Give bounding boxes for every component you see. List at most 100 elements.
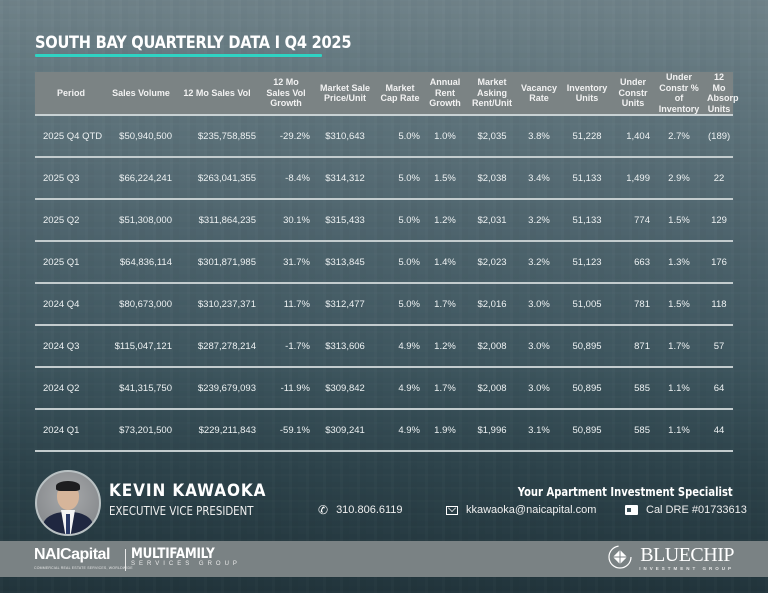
table-cell: 585 <box>613 367 653 410</box>
multifamily-logo: MULTIFAMILY SERVICES GROUP <box>131 546 241 567</box>
table-cell: 1.7% <box>423 283 467 326</box>
table-cell: 1.1% <box>653 409 705 452</box>
table-cell: 2024 Q2 <box>35 367 107 410</box>
table-cell: -59.1% <box>259 409 313 452</box>
table-cell: $287,278,214 <box>175 325 259 368</box>
table-cell: 1.9% <box>423 409 467 452</box>
bluechip-logo: BLUECHIP INVESTMENT GROUP <box>639 544 734 571</box>
table-cell: 2.7% <box>653 115 705 158</box>
column-header: Market Sale Price/Unit <box>313 72 377 116</box>
table-cell: 4.9% <box>377 325 423 368</box>
table-cell: 1.3% <box>653 241 705 284</box>
table-cell: 3.4% <box>517 157 561 200</box>
table-cell: 11.7% <box>259 283 313 326</box>
table-cell: $312,477 <box>313 283 377 326</box>
column-header: Period <box>35 72 107 116</box>
column-header: Inventory Units <box>561 72 613 116</box>
table-cell: 2024 Q1 <box>35 409 107 452</box>
table-cell: $301,871,985 <box>175 241 259 284</box>
table-cell: 1.5% <box>653 283 705 326</box>
table-row: 2024 Q3 $115,047,121 $287,278,214 -1.7% $313… <box>35 325 733 368</box>
table-cell: -11.9% <box>259 367 313 410</box>
table-cell: $239,679,093 <box>175 367 259 410</box>
table-cell: 871 <box>613 325 653 368</box>
table-cell: $115,047,121 <box>107 325 175 368</box>
phone-contact[interactable]: ✆ 310.806.6119 <box>318 504 403 516</box>
table-cell: $66,224,241 <box>107 157 175 200</box>
table-cell: $310,237,371 <box>175 283 259 326</box>
phone-icon: ✆ <box>318 503 329 517</box>
quarterly-data-table: Period Sales Volume 12 Mo Sales Vol 12 Mo S… <box>35 72 739 452</box>
table-row: 2024 Q2 $41,315,750 $239,679,093 -11.9% $309… <box>35 367 733 410</box>
table-row: 2024 Q1 $73,201,500 $229,211,843 -59.1% $309… <box>35 409 733 452</box>
table-cell: 3.0% <box>517 325 561 368</box>
table-cell: 5.0% <box>377 283 423 326</box>
table-cell: 31.7% <box>259 241 313 284</box>
table-cell: 1.4% <box>423 241 467 284</box>
table-cell: 51,123 <box>561 241 613 284</box>
table-cell: $73,201,500 <box>107 409 175 452</box>
license-info: Cal DRE #01733613 <box>625 504 747 516</box>
table-cell: 2025 Q2 <box>35 199 107 242</box>
table-cell: 51,005 <box>561 283 613 326</box>
column-header: 12 Mo Sales Vol Growth <box>259 72 313 116</box>
table-cell: 4.9% <box>377 367 423 410</box>
table-cell: 2024 Q4 <box>35 283 107 326</box>
table-cell: -8.4% <box>259 157 313 200</box>
table-cell: 3.0% <box>517 367 561 410</box>
agent-name: KEVIN KAWAOKA <box>109 481 267 501</box>
license-number: Cal DRE #01733613 <box>646 504 747 516</box>
table-cell: 51,133 <box>561 157 613 200</box>
table-header-row: Period Sales Volume 12 Mo Sales Vol 12 Mo S… <box>35 72 739 116</box>
table-cell: 1,404 <box>613 115 653 158</box>
table-row: 2025 Q1 $64,836,114 $301,871,985 31.7% $313,… <box>35 241 733 284</box>
column-header: Under Constr % of Inventory <box>653 72 705 116</box>
page-title: SOUTH BAY QUARTERLY DATA I Q4 2025 <box>35 33 352 53</box>
table-cell: 2024 Q3 <box>35 325 107 368</box>
table-cell: $2,035 <box>467 115 517 158</box>
table-cell: 781 <box>613 283 653 326</box>
table-cell: 2025 Q4 QTD <box>35 115 107 158</box>
table-cell: $2,038 <box>467 157 517 200</box>
table-cell: $313,845 <box>313 241 377 284</box>
table-cell: $41,315,750 <box>107 367 175 410</box>
table-cell: 51,228 <box>561 115 613 158</box>
email-contact[interactable]: kkawaoka@naicapital.com <box>446 504 596 516</box>
table-cell: 51,133 <box>561 199 613 242</box>
logo-divider <box>125 549 126 571</box>
table-cell: -29.2% <box>259 115 313 158</box>
table-cell: 176 <box>705 241 733 284</box>
table-cell: 1,499 <box>613 157 653 200</box>
table-cell: 3.1% <box>517 409 561 452</box>
table-cell: 50,895 <box>561 325 613 368</box>
column-header: 12 Mo Sales Vol <box>175 72 259 116</box>
table-cell: $2,023 <box>467 241 517 284</box>
table-cell: 2025 Q1 <box>35 241 107 284</box>
column-header: Vacancy Rate <box>517 72 561 116</box>
table-cell: $50,940,500 <box>107 115 175 158</box>
bluechip-diamond-icon <box>608 545 632 569</box>
table-cell: $313,606 <box>313 325 377 368</box>
agent-tagline: Your Apartment Investment Specialist <box>518 484 733 499</box>
table-cell: $235,758,855 <box>175 115 259 158</box>
email-address[interactable]: kkawaoka@naicapital.com <box>466 504 597 516</box>
table-cell: 663 <box>613 241 653 284</box>
table-cell: 22 <box>705 157 733 200</box>
table-row: 2024 Q4 $80,673,000 $310,237,371 11.7% $312,… <box>35 283 733 326</box>
phone-number[interactable]: 310.806.6119 <box>336 504 403 516</box>
table-cell: 3.8% <box>517 115 561 158</box>
nai-capital-logo: NAICapital COMMERCIAL REAL ESTATE SERVIC… <box>34 546 133 570</box>
table-cell: $51,308,000 <box>107 199 175 242</box>
table-cell: $2,016 <box>467 283 517 326</box>
table-cell: $80,673,000 <box>107 283 175 326</box>
table-cell: $2,031 <box>467 199 517 242</box>
table-cell: 57 <box>705 325 733 368</box>
table-cell: 118 <box>705 283 733 326</box>
table-cell: 1.7% <box>653 325 705 368</box>
table-cell: 1.7% <box>423 367 467 410</box>
table-cell: $1,996 <box>467 409 517 452</box>
table-row: 2025 Q2 $51,308,000 $311,864,235 30.1% $315,… <box>35 199 733 242</box>
column-header: Market Cap Rate <box>377 72 423 116</box>
envelope-icon <box>446 505 458 515</box>
table-cell: $314,312 <box>313 157 377 200</box>
